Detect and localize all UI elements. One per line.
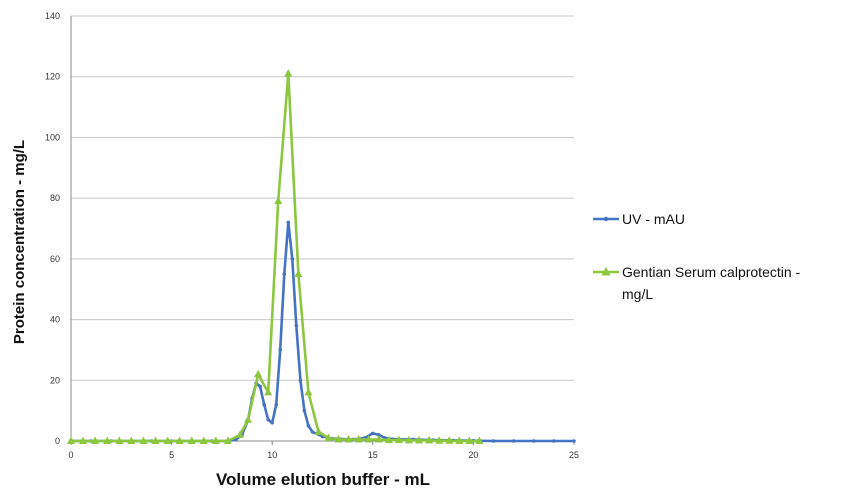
series-0-point-24 <box>298 378 303 383</box>
x-tick-label-4: 20 <box>468 450 478 460</box>
x-tick-label-3: 15 <box>368 450 378 460</box>
legend-label-0-line-0: UV - mAU <box>622 211 685 227</box>
series-line-1 <box>71 72 480 443</box>
series-1-point-35 <box>445 436 454 444</box>
series-1-point-22 <box>314 427 323 435</box>
series-1-point-13 <box>223 436 232 444</box>
y-tick-label-7: 140 <box>45 11 60 21</box>
series-0-point-15 <box>262 402 266 407</box>
y-tick-label-1: 20 <box>50 375 60 385</box>
x-tick-label-1: 5 <box>169 450 174 460</box>
series-1-point-33 <box>425 435 434 444</box>
legend-swatch-marker-1 <box>601 267 611 276</box>
series-1-point-11 <box>199 436 208 444</box>
gridlines <box>71 15 574 442</box>
series-1-point-30 <box>394 435 403 444</box>
series-1-point-0 <box>67 436 75 444</box>
series-0-point-17 <box>270 420 275 425</box>
series-1-point-3 <box>103 436 112 444</box>
series-1-point-12 <box>211 436 220 444</box>
series-0-point-43 <box>552 439 556 443</box>
series-0-point-27 <box>310 430 315 434</box>
series-1-point-2 <box>91 436 100 444</box>
series-1-point-34 <box>435 436 444 444</box>
series-1-point-15 <box>244 415 253 423</box>
y-tick-label-4: 80 <box>50 193 60 203</box>
series-0-point-26 <box>306 424 311 428</box>
legend-label-1: Gentian Serum calprotectin - mg/L <box>622 264 801 302</box>
legend-swatch-marker-0 <box>603 216 609 222</box>
legend-label-0: UV - mAU <box>622 211 685 227</box>
series-1-point-18 <box>274 196 283 205</box>
series-1-point-20 <box>294 269 303 278</box>
series-0-point-42 <box>531 439 536 443</box>
series-1-point-6 <box>139 436 148 444</box>
series-1-point-23 <box>324 433 333 441</box>
series-0-point-25 <box>302 408 307 413</box>
series-line-0 <box>71 221 574 443</box>
series-1-point-25 <box>344 434 353 443</box>
x-tick-label-5: 25 <box>569 450 579 460</box>
series-1-point-29 <box>384 435 393 444</box>
series-1-point-16 <box>254 369 263 378</box>
x-tick-label-2: 10 <box>267 450 277 460</box>
series-1-point-37 <box>465 436 474 444</box>
series-1-point-9 <box>175 436 184 444</box>
series-1-point-7 <box>151 436 160 444</box>
series-1-point-36 <box>455 436 464 444</box>
legend: UV - mAU Gentian Serum calprotectin - mg/L <box>593 211 801 302</box>
y-tick-label-2: 40 <box>50 315 60 325</box>
x-tick-label-0: 0 <box>68 450 73 460</box>
x-axis-title: Volume elution buffer - mL <box>216 470 430 488</box>
series-0-point-22 <box>290 257 295 261</box>
series-0-point-40 <box>491 439 496 443</box>
series-0-point-18 <box>274 402 279 407</box>
series-0-point-23 <box>294 323 299 328</box>
series-1-point-19 <box>284 69 293 77</box>
series-1-point-31 <box>405 435 414 444</box>
series-0-point-21 <box>286 220 291 225</box>
series-0-point-16 <box>266 417 270 422</box>
series-1-point-32 <box>415 435 424 444</box>
y-tick-label-6: 120 <box>45 72 60 82</box>
series-1-point-26 <box>354 434 363 443</box>
y-tick-labels: 0 20 40 60 80 100 120 140 <box>45 11 60 446</box>
series-0-point-14 <box>258 384 262 389</box>
series-0-point-32 <box>371 431 375 436</box>
series-group <box>67 69 576 444</box>
series-0-point-33 <box>377 433 381 437</box>
series-1-point-10 <box>187 436 196 444</box>
series-1-point-21 <box>304 387 313 396</box>
series-1-point-38 <box>475 436 484 444</box>
y-axis-title: Protein concentration - mg/L <box>11 140 28 344</box>
series-1-point-24 <box>334 434 343 443</box>
legend-label-1-line-1: mg/L <box>622 286 653 302</box>
legend-label-1-line-0: Gentian Serum calprotectin - <box>622 264 801 280</box>
series-1-point-27 <box>364 434 373 443</box>
series-1-point-17 <box>264 387 273 396</box>
series-0-point-41 <box>511 439 516 443</box>
series-1-point-8 <box>163 436 172 444</box>
series-0-point-44 <box>572 439 576 443</box>
series-1-point-14 <box>236 430 245 438</box>
y-tick-label-5: 100 <box>45 132 60 142</box>
y-tick-label-3: 60 <box>50 254 60 264</box>
series-1-point-28 <box>374 434 383 443</box>
y-tick-label-0: 0 <box>55 436 60 446</box>
series-0-point-20 <box>282 272 287 276</box>
series-1-point-5 <box>127 436 136 444</box>
series-0-point-19 <box>278 348 283 352</box>
axes <box>70 16 574 442</box>
series-1-point-1 <box>79 436 88 444</box>
series-1-point-4 <box>115 436 124 444</box>
